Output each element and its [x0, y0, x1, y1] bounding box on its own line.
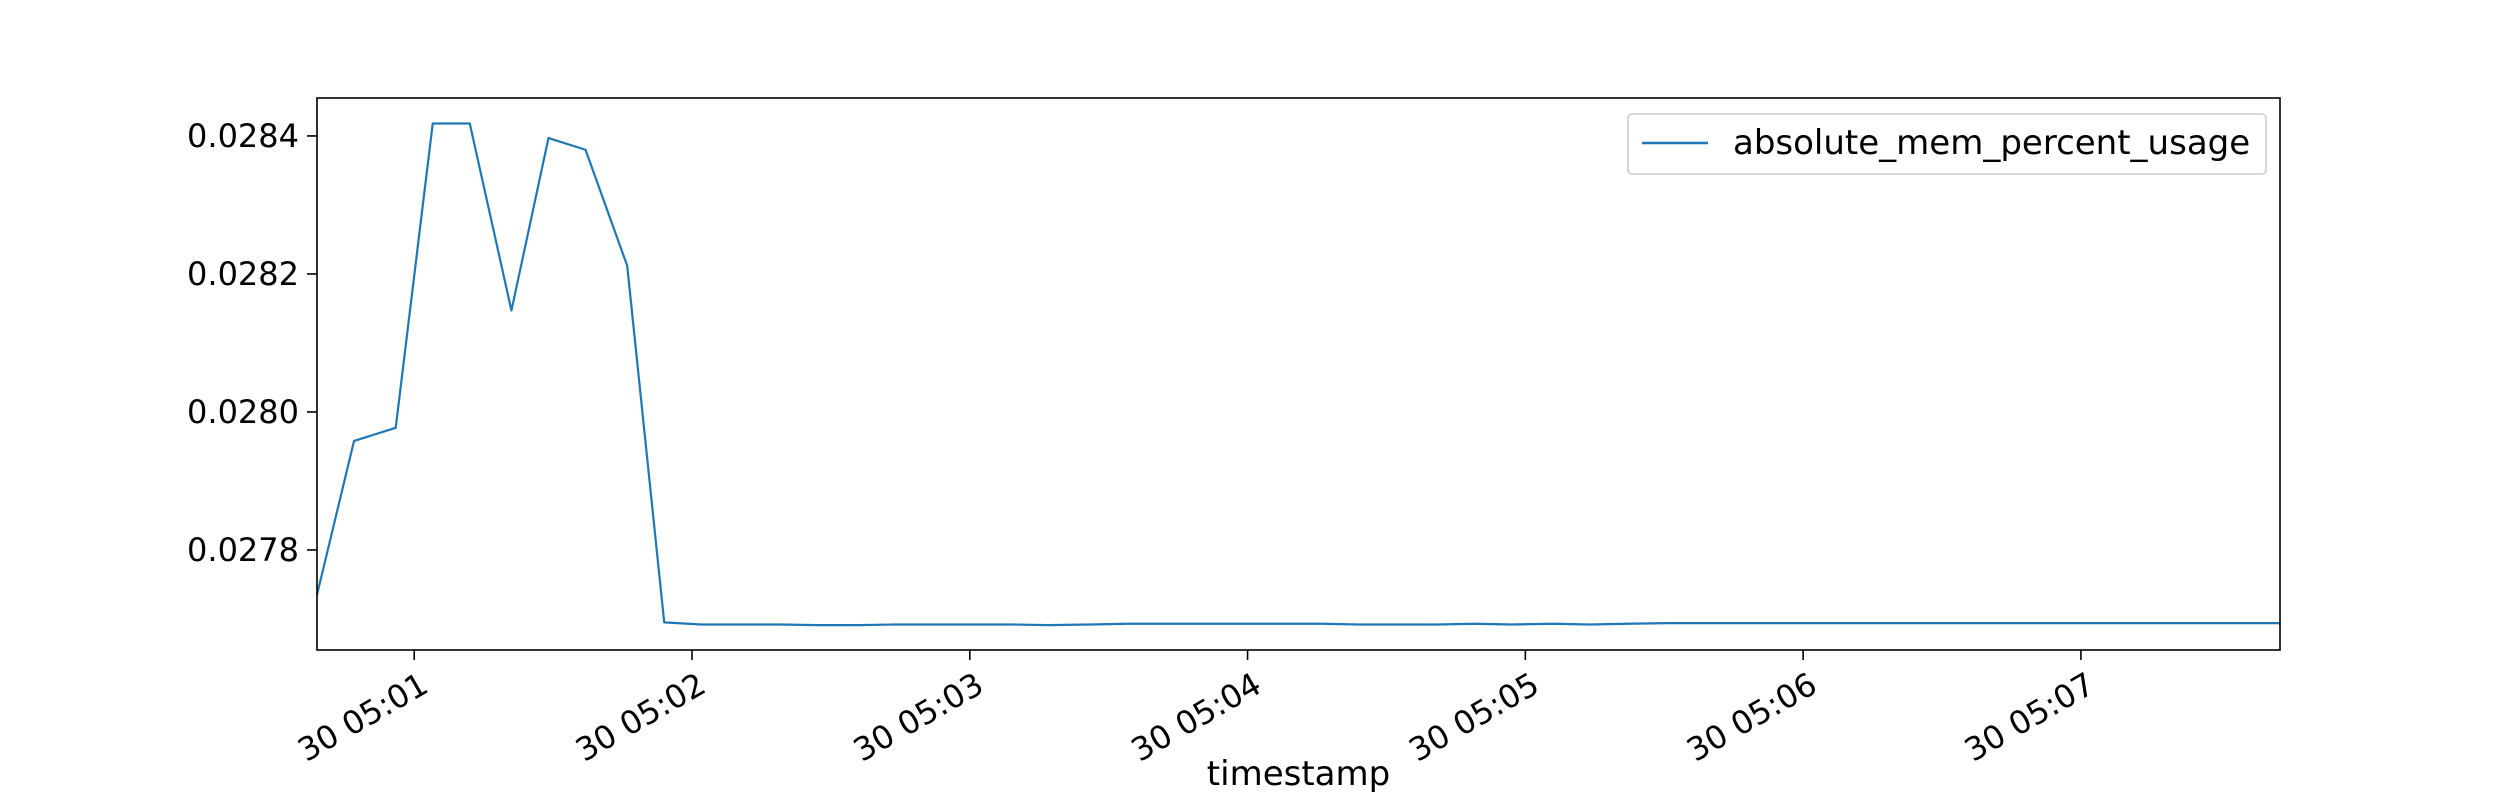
x-tick-label: 30 05:01: [291, 665, 434, 769]
x-tick-label: 30 05:07: [1958, 665, 2101, 769]
y-tick-label: 0.0284: [187, 117, 299, 155]
legend: absolute_mem_percent_usage: [1627, 113, 2267, 175]
y-tick-label: 0.0280: [187, 393, 299, 431]
x-axis-label: timestamp: [1207, 754, 1390, 794]
y-tick-label: 0.0282: [187, 255, 299, 293]
x-tick-label: 30 05:06: [1680, 665, 1823, 769]
x-tick-label: 30 05:05: [1402, 665, 1545, 769]
y-tick-label: 0.0278: [187, 531, 299, 569]
axes: 0.0278 0.0280 0.0282 0.0284 30 05:01 30 05:02…: [187, 117, 2101, 769]
legend-box: [1627, 113, 2267, 175]
series-line-absolute-mem-percent-usage: [315, 122, 2280, 627]
plot-area: [315, 122, 2280, 627]
plot-frame: [316, 97, 2281, 651]
x-tick-label: 30 05:02: [569, 665, 712, 769]
legend-label: absolute_mem_percent_usage: [1733, 123, 2250, 163]
x-tick-label: 30 05:03: [847, 665, 990, 769]
